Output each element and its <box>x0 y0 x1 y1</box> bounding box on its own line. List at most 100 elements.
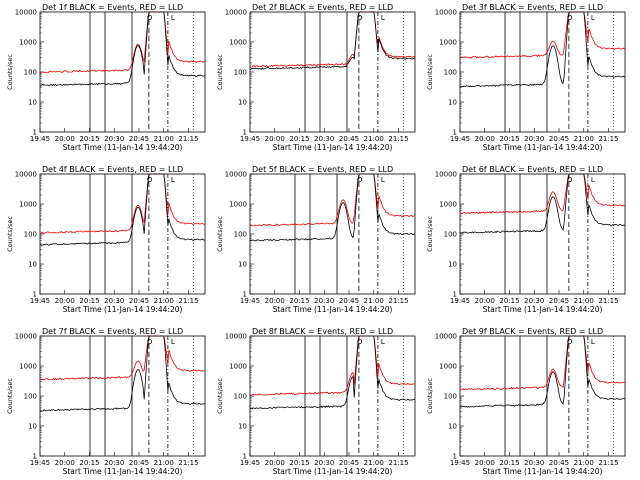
lld-series-line <box>39 173 206 235</box>
events-series-line <box>39 173 206 246</box>
y-tick-label: 10 <box>28 423 37 431</box>
annotation-l: L <box>381 176 385 184</box>
y-tick-label: 1000 <box>19 363 37 371</box>
x-tick-label: 20:00 <box>265 135 285 143</box>
plot-frame <box>39 11 206 133</box>
annotation-l: L <box>171 338 175 346</box>
x-tick-label: 20:45 <box>129 135 149 143</box>
y-tick-label: 10 <box>448 99 457 107</box>
y-tick-label: 1 <box>243 453 247 461</box>
y-tick-label: 100 <box>24 69 37 77</box>
y-tick-label: 1 <box>33 453 37 461</box>
x-tick-label: 21:15 <box>598 135 618 143</box>
x-tick-label: 20:00 <box>55 297 75 305</box>
annotation-o: O <box>567 338 573 346</box>
x-axis-label: Start Time (11-Jan-14 19:44:20) <box>63 305 183 314</box>
panel-title: Det 7f BLACK = Events, RED = LLD <box>42 327 183 336</box>
x-tick-label: 20:15 <box>289 459 309 467</box>
y-tick-label: 10 <box>238 423 247 431</box>
x-tick-label: 20:00 <box>265 459 285 467</box>
y-tick-label: 1 <box>453 453 457 461</box>
x-tick-label: 21:00 <box>364 459 384 467</box>
y-tick-label: 100 <box>444 231 457 239</box>
x-tick-label: 21:00 <box>154 297 174 305</box>
panel-6: Det 6f BLACK = Events, RED = LLD 1 10 100 10… <box>426 165 626 314</box>
events-series-line <box>459 335 626 408</box>
x-axis-label: Start Time (11-Jan-14 19:44:20) <box>273 143 393 152</box>
y-tick-label: 100 <box>444 69 457 77</box>
events-series-line <box>249 335 416 410</box>
lld-series-line <box>249 11 416 68</box>
y-tick-label: 1 <box>453 129 457 137</box>
y-tick-label: 100 <box>234 69 247 77</box>
x-tick-label: 20:45 <box>339 297 359 305</box>
x-tick-label: 20:00 <box>265 297 285 305</box>
x-tick-label: 19:45 <box>450 135 470 143</box>
y-tick-label: 1000 <box>19 39 37 47</box>
x-tick-label: 20:30 <box>104 135 124 143</box>
y-axis-label: Counts/sec <box>426 54 434 90</box>
x-tick-label: 20:30 <box>524 459 544 467</box>
x-tick-label: 20:00 <box>55 459 75 467</box>
y-tick-label: 10000 <box>225 171 247 179</box>
x-tick-label: 20:15 <box>499 297 519 305</box>
x-tick-label: 19:45 <box>30 135 50 143</box>
x-tick-label: 21:00 <box>574 459 594 467</box>
panel-4: Det 4f BLACK = Events, RED = LLD 1 10 100 10… <box>6 165 206 314</box>
panel-title: Det 9f BLACK = Events, RED = LLD <box>462 327 603 336</box>
y-axis-label: Counts/sec <box>6 54 14 90</box>
x-tick-label: 21:00 <box>364 135 384 143</box>
y-tick-label: 1000 <box>229 201 247 209</box>
annotation-o: O <box>567 14 573 22</box>
y-tick-label: 100 <box>24 231 37 239</box>
annotation-l: L <box>171 176 175 184</box>
x-tick-label: 20:15 <box>79 135 99 143</box>
x-tick-label: 21:15 <box>178 297 198 305</box>
lld-series-line <box>249 335 416 396</box>
y-tick-label: 1 <box>33 129 37 137</box>
x-tick-label: 20:45 <box>339 135 359 143</box>
x-tick-label: 21:15 <box>388 459 408 467</box>
y-tick-label: 1000 <box>229 39 247 47</box>
x-tick-label: 21:15 <box>598 459 618 467</box>
x-tick-label: 21:00 <box>154 459 174 467</box>
lld-series-line <box>459 11 626 59</box>
annotation-l: L <box>591 14 595 22</box>
y-tick-label: 1000 <box>439 363 457 371</box>
x-tick-label: 20:15 <box>289 297 309 305</box>
x-tick-label: 20:15 <box>79 459 99 467</box>
annotation-o: O <box>147 176 153 184</box>
y-tick-label: 1000 <box>19 201 37 209</box>
annotation-o: O <box>357 338 363 346</box>
x-axis-label: Start Time (11-Jan-14 19:44:20) <box>63 467 183 476</box>
y-tick-label: 10 <box>448 261 457 269</box>
panel-9: Det 9f BLACK = Events, RED = LLD 1 10 100 10… <box>426 327 626 476</box>
y-tick-label: 1000 <box>229 363 247 371</box>
x-tick-label: 20:15 <box>499 135 519 143</box>
events-series-line <box>459 173 626 234</box>
y-tick-label: 1000 <box>439 39 457 47</box>
y-tick-label: 10 <box>238 261 247 269</box>
y-axis-label: Counts/sec <box>216 54 224 90</box>
y-axis-label: Counts/sec <box>216 216 224 252</box>
panel-title: Det 1f BLACK = Events, RED = LLD <box>42 3 183 12</box>
panel-7: Det 7f BLACK = Events, RED = LLD 1 10 100 10… <box>6 327 206 476</box>
x-tick-label: 20:00 <box>55 135 75 143</box>
x-tick-label: 21:00 <box>574 297 594 305</box>
y-tick-label: 1 <box>243 291 247 299</box>
plot-frame <box>39 335 206 457</box>
y-tick-label: 10000 <box>15 9 37 17</box>
plot-frame <box>249 11 416 133</box>
panel-1: Det 1f BLACK = Events, RED = LLD 1 10 100 10… <box>6 3 206 152</box>
x-axis-label: Start Time (11-Jan-14 19:44:20) <box>63 143 183 152</box>
annotation-l: L <box>381 338 385 346</box>
x-tick-label: 19:45 <box>30 297 50 305</box>
y-tick-label: 100 <box>24 393 37 401</box>
x-axis-label: Start Time (11-Jan-14 19:44:20) <box>483 305 603 314</box>
x-tick-label: 19:45 <box>240 297 260 305</box>
x-tick-label: 20:30 <box>104 297 124 305</box>
x-tick-label: 20:45 <box>339 459 359 467</box>
panel-5: Det 5f BLACK = Events, RED = LLD 1 10 100 10… <box>216 165 416 314</box>
plot-frame <box>249 335 416 457</box>
plot-frame <box>459 173 626 295</box>
